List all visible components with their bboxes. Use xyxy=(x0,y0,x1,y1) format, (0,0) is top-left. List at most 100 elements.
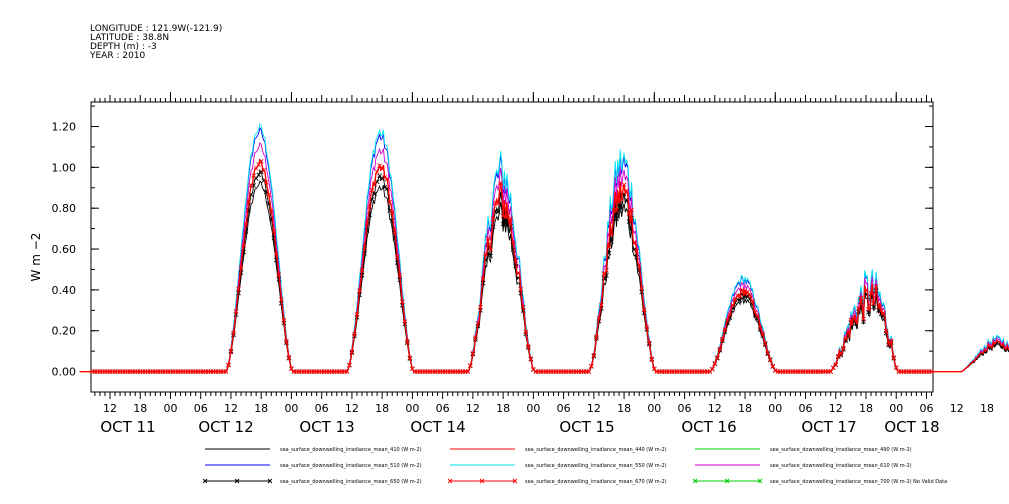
x-tick-label: 00 xyxy=(284,402,298,415)
data-point xyxy=(344,369,350,374)
series-line xyxy=(79,122,1009,373)
data-point xyxy=(276,272,282,277)
data-point xyxy=(891,355,897,360)
data-point xyxy=(263,180,269,185)
series-line xyxy=(79,127,1009,373)
data-point xyxy=(236,286,241,292)
x-tick-label: 00 xyxy=(647,402,661,415)
data-point xyxy=(835,353,841,359)
data-point xyxy=(871,301,876,306)
data-point xyxy=(470,351,476,356)
data-point xyxy=(372,191,377,197)
legend-label: sea_surface_downwelling_irradiance_mean_… xyxy=(770,479,947,485)
data-point xyxy=(261,178,267,183)
data-point xyxy=(374,169,380,175)
data-point xyxy=(402,319,408,324)
data-point xyxy=(828,369,834,374)
data-point xyxy=(634,248,639,254)
data-point xyxy=(500,213,506,219)
data-point xyxy=(609,232,614,238)
data-point xyxy=(226,362,231,368)
data-point xyxy=(271,228,277,234)
legend: sea_surface_downwelling_irradiance_mean_… xyxy=(202,447,947,485)
x-tick-label: 12 xyxy=(950,402,964,415)
data-point xyxy=(619,205,624,211)
data-point xyxy=(644,324,650,330)
x-date-label: OCT 17 xyxy=(801,418,856,436)
data-point xyxy=(490,224,496,230)
data-point xyxy=(352,331,357,337)
data-point xyxy=(233,309,239,314)
data-point xyxy=(223,369,229,374)
metadata-line: YEAR : 2010 xyxy=(89,51,146,61)
data-point xyxy=(349,349,355,354)
data-point xyxy=(881,310,886,316)
data-point xyxy=(397,272,403,278)
data-point xyxy=(863,288,869,293)
x-tick-label: 06 xyxy=(436,402,450,415)
x-tick-label: 06 xyxy=(194,402,208,415)
data-point xyxy=(478,304,483,310)
data-point xyxy=(624,188,629,194)
data-point xyxy=(253,165,259,171)
data-point xyxy=(846,329,851,334)
data-point xyxy=(394,254,400,260)
data-point xyxy=(279,297,284,302)
series-markers xyxy=(90,159,934,374)
data-point xyxy=(609,239,614,244)
legend-marker xyxy=(512,478,518,484)
data-point xyxy=(407,355,413,361)
legend-marker xyxy=(479,478,485,484)
data-point xyxy=(485,236,491,241)
data-point xyxy=(490,216,496,222)
data-point xyxy=(503,214,508,220)
x-tick-label: 12 xyxy=(466,402,480,415)
x-date-label: OCT 18 xyxy=(884,418,939,436)
data-point xyxy=(750,298,755,304)
data-point xyxy=(488,253,493,259)
legend-marker xyxy=(724,478,730,484)
data-point xyxy=(853,318,859,324)
data-point xyxy=(268,208,274,214)
data-point xyxy=(389,210,395,216)
series-line xyxy=(79,158,1009,373)
data-point xyxy=(614,208,619,213)
data-point xyxy=(599,302,604,308)
data-point xyxy=(740,287,745,293)
data-point xyxy=(347,362,352,368)
data-point xyxy=(281,318,287,323)
y-tick-label: 0.00 xyxy=(52,366,77,379)
data-point xyxy=(833,362,839,367)
data-point xyxy=(614,216,619,221)
x-tick-label: 06 xyxy=(799,402,813,415)
data-point xyxy=(266,192,272,198)
data-point xyxy=(636,262,642,268)
data-point xyxy=(387,199,393,205)
data-point xyxy=(727,312,733,318)
data-point xyxy=(515,270,521,276)
data-point xyxy=(359,267,365,273)
data-point xyxy=(589,363,594,369)
series-line xyxy=(79,169,1009,373)
data-point xyxy=(619,197,624,202)
data-point xyxy=(730,302,735,308)
data-point xyxy=(646,340,652,346)
data-point xyxy=(495,201,501,207)
y-axis-label: W m −2 xyxy=(29,233,43,282)
data-point xyxy=(757,324,763,330)
x-tick-label: 18 xyxy=(254,402,268,415)
data-point xyxy=(606,244,612,250)
data-point xyxy=(243,222,249,227)
data-point xyxy=(737,298,743,303)
data-point xyxy=(357,288,362,294)
data-point xyxy=(228,348,234,354)
data-point xyxy=(639,285,645,291)
data-point xyxy=(400,299,405,305)
x-date-label: OCT 16 xyxy=(681,418,736,436)
data-point xyxy=(379,176,385,182)
data-point xyxy=(473,335,478,341)
data-point xyxy=(241,243,246,248)
data-point xyxy=(876,304,881,310)
data-point xyxy=(735,293,740,298)
